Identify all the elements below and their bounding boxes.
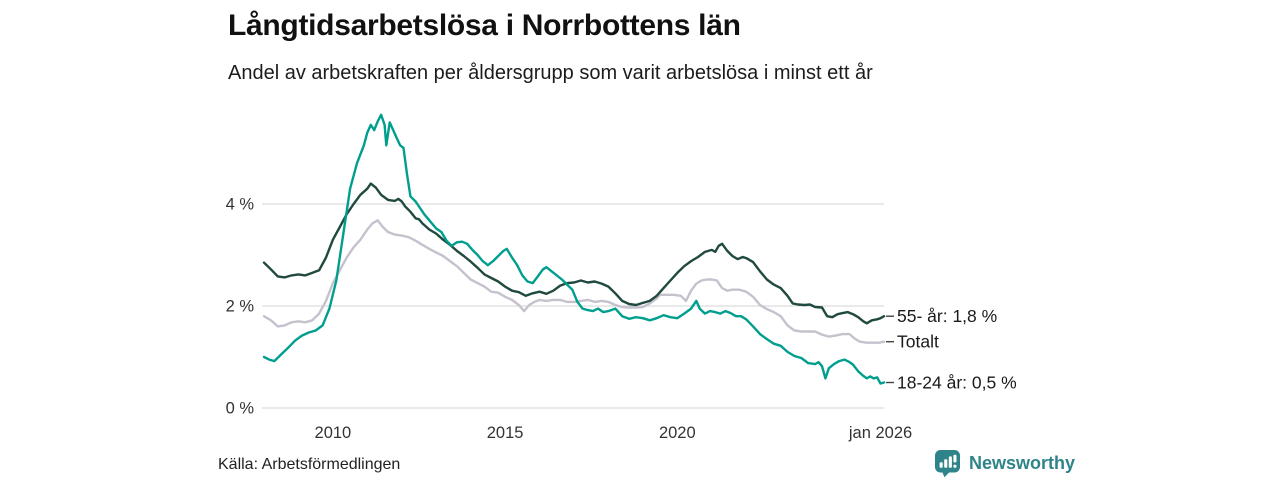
x-axis-tick-label: jan 2026 (848, 424, 912, 442)
x-axis-tick-label: 2020 (659, 424, 696, 442)
series-line-18-24-ar (262, 113, 886, 385)
x-axis-tick-label: 2015 (487, 424, 524, 442)
source-note: Källa: Arbetsförmedlingen (218, 456, 401, 473)
chart-subtitle: Andel av arbetskraften per åldersgrupp s… (228, 62, 873, 84)
page-title: Långtidsarbetslösa i Norrbottens län (228, 9, 741, 42)
newsworthy-logo[interactable]: Newsworthy (934, 449, 1075, 478)
y-axis-tick-label: 2 % (226, 298, 255, 316)
newsworthy-wordmark: Newsworthy (969, 453, 1076, 473)
series-end-label-18-24-ar: 18-24 år: 0,5 % (897, 373, 1017, 393)
x-axis-tick-label: 2010 (315, 424, 352, 442)
series-line-55-ar (262, 182, 886, 325)
series-end-label-55-ar: 55- år: 1,8 % (897, 306, 997, 326)
series-end-label-totalt: Totalt (897, 332, 939, 352)
series-line-totalt (262, 219, 886, 344)
y-axis-tick-label: 4 % (226, 196, 255, 214)
newsworthy-logo-icon (935, 450, 960, 478)
y-axis-tick-label: 0 % (226, 400, 255, 418)
